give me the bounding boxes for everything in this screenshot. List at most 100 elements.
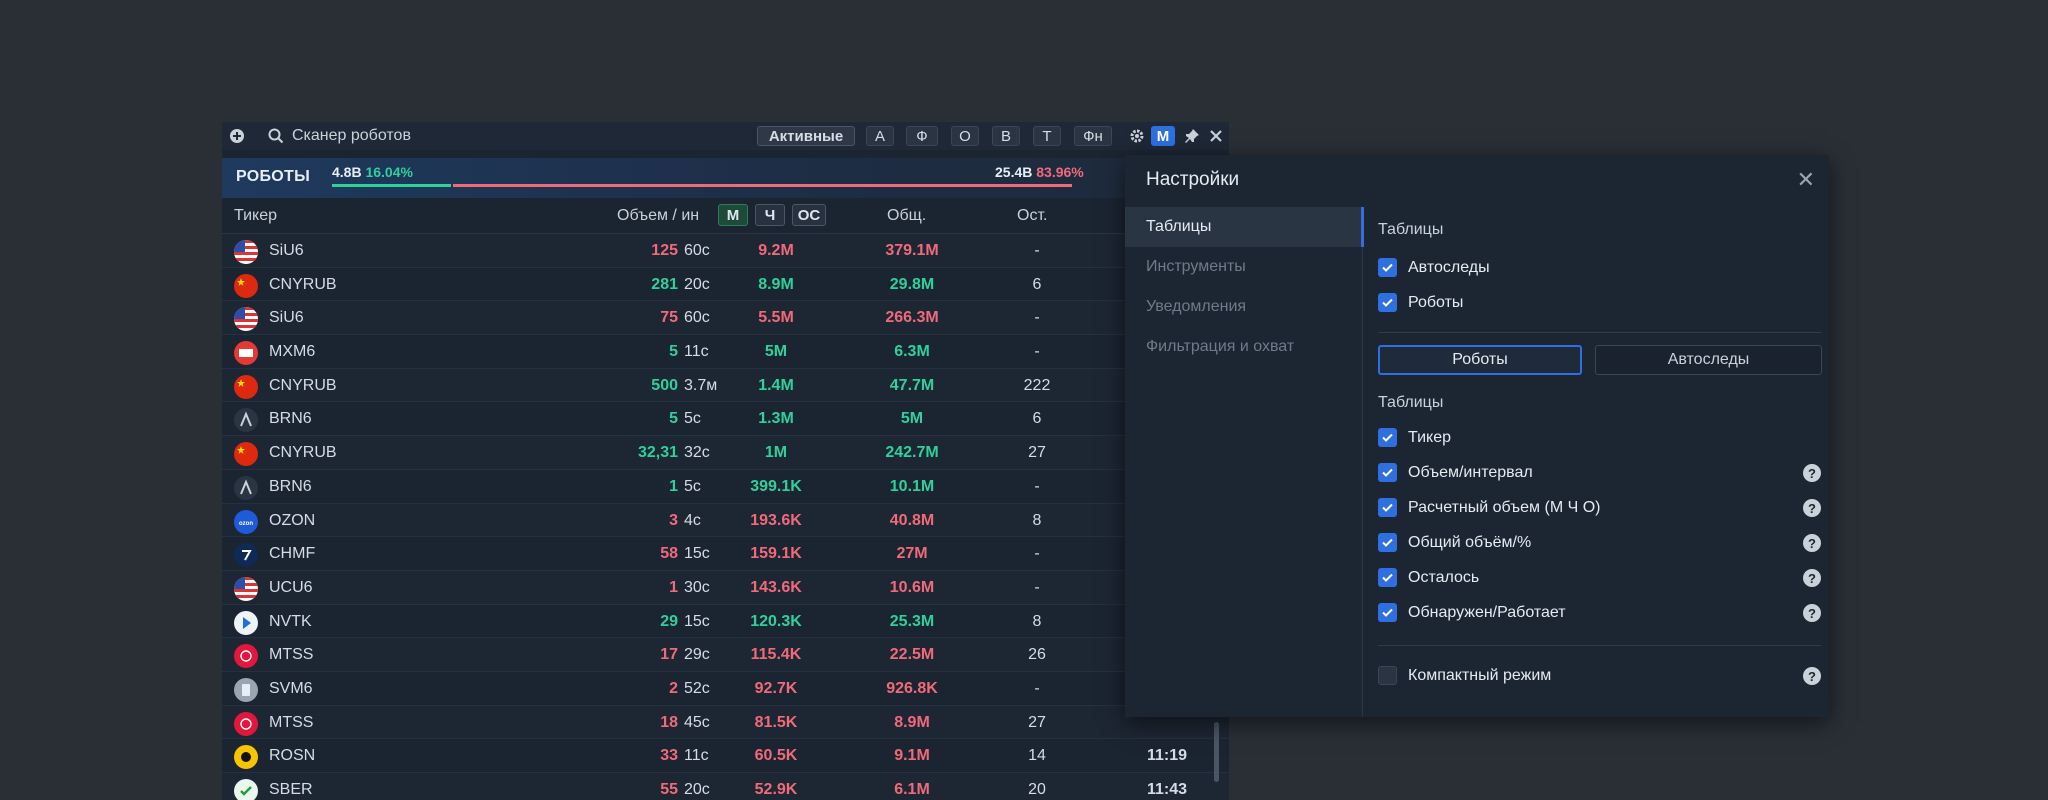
column-check[interactable]: Расчетный объем (М Ч О)?: [1378, 495, 1821, 521]
help-icon[interactable]: ?: [1803, 604, 1821, 622]
total-volume-cell: 6.1M: [894, 781, 930, 798]
header-h-button[interactable]: Ч: [755, 204, 785, 226]
help-icon[interactable]: ?: [1803, 667, 1821, 685]
column-check[interactable]: Общий объём/%?: [1378, 530, 1821, 556]
table-row[interactable]: CNYRUB 32,31 32с 1M 242.7M 27: [222, 436, 1229, 470]
checkbox-unchecked-icon[interactable]: [1378, 666, 1397, 685]
search-icon[interactable]: [268, 128, 284, 144]
rest-cell: -: [1034, 679, 1040, 697]
calc-volume-cell: 5.5M: [758, 309, 794, 327]
table-row[interactable]: CNYRUB 500 3.7м 1.4M 47.7M 222: [222, 368, 1229, 403]
header-ticker[interactable]: Тикер: [234, 207, 277, 224]
divider: [1378, 645, 1821, 646]
ticker-cell: MTSS: [269, 713, 314, 731]
table-row[interactable]: SiU6 125 60с 9.2M 379.1M -: [222, 234, 1229, 268]
add-icon[interactable]: [229, 128, 245, 144]
sb-flag-icon: [234, 779, 258, 800]
nav-tables[interactable]: Таблицы: [1125, 207, 1364, 247]
filter-t-button[interactable]: Т: [1033, 126, 1061, 146]
segment-robots[interactable]: Роботы: [1378, 345, 1582, 375]
header-rest[interactable]: Ост.: [1017, 207, 1048, 224]
table-row[interactable]: BRN6 5 5с 1.3M 5M 6: [222, 402, 1229, 437]
help-icon[interactable]: ?: [1803, 499, 1821, 517]
table-row[interactable]: ozon OZON 3 4с 193.6K 40.8M 8: [222, 503, 1229, 538]
checkbox-checked-icon[interactable]: [1378, 293, 1397, 312]
checkbox-checked-icon[interactable]: [1378, 568, 1397, 587]
close-icon[interactable]: [1208, 128, 1224, 144]
active-filter-button[interactable]: Активные: [757, 126, 855, 146]
column-check[interactable]: Осталось?: [1378, 565, 1821, 591]
header-m-button[interactable]: М: [718, 204, 748, 226]
filter-f-button[interactable]: Ф: [906, 126, 938, 146]
table-row[interactable]: CNYRUB 281 20с 8.9M 29.8M 6: [222, 268, 1229, 302]
filter-a-button[interactable]: А: [866, 126, 894, 146]
interval-cell: 4с: [684, 511, 701, 529]
interval-cell: 11с: [684, 747, 709, 765]
column-check-label: Расчетный объем (М Ч О): [1408, 499, 1601, 516]
filter-o-button[interactable]: О: [951, 126, 979, 146]
table-row[interactable]: SBER 55 20с 52.9K 6.1M 20 11:43: [222, 773, 1229, 800]
checkbox-checked-icon[interactable]: [1378, 258, 1397, 277]
table-row[interactable]: ROSN 33 11с 60.5K 9.1M 14 11:19: [222, 739, 1229, 773]
total-volume-cell: 40.8M: [889, 511, 935, 529]
time-cell: 11:43: [1146, 781, 1188, 798]
settings-close-icon[interactable]: ✕: [1796, 167, 1815, 192]
rest-cell: 6: [1032, 410, 1042, 428]
rest-cell: 8: [1032, 612, 1042, 630]
check-robots-label: Роботы: [1408, 294, 1464, 311]
table-row[interactable]: MXM6 5 11с 5M 6.3M -: [222, 335, 1229, 369]
checkbox-checked-icon[interactable]: [1378, 428, 1397, 447]
rest-cell: -: [1034, 343, 1040, 361]
calc-volume-cell: 60.5K: [754, 747, 798, 765]
table-row[interactable]: MTSS 17 29с 115.4K 22.5M 26: [222, 638, 1229, 672]
column-check[interactable]: Обнаружен/Работает?: [1378, 600, 1821, 626]
scrollbar[interactable]: [1214, 722, 1219, 782]
interval-cell: 32с: [684, 444, 710, 462]
column-check-label: Общий объём/%: [1408, 534, 1532, 551]
check-robots[interactable]: Роботы: [1378, 290, 1821, 316]
mode-m-button[interactable]: М: [1151, 126, 1175, 146]
help-icon[interactable]: ?: [1803, 464, 1821, 482]
filter-fn-button[interactable]: Фн: [1074, 126, 1112, 146]
nav-notifications[interactable]: Уведомления: [1125, 287, 1362, 327]
column-check[interactable]: Тикер: [1378, 425, 1821, 451]
checkbox-checked-icon[interactable]: [1378, 463, 1397, 482]
table-header: Тикер Объем / ин М Ч ОС Общ. Ост.: [222, 198, 1229, 234]
nav-filtering[interactable]: Фильтрация и охват: [1125, 327, 1362, 367]
help-icon[interactable]: ?: [1803, 534, 1821, 552]
header-volume[interactable]: Объем / ин: [617, 207, 700, 224]
table-row[interactable]: NVTK 29 15с 120.3K 25.3M 8: [222, 605, 1229, 639]
svg-text:ozon: ozon: [239, 521, 253, 527]
table-row[interactable]: UCU6 1 30с 143.6K 10.6M -: [222, 570, 1229, 605]
oz-flag-icon: ozon: [234, 509, 258, 534]
rest-cell: 6: [1032, 275, 1042, 293]
checkbox-checked-icon[interactable]: [1378, 603, 1397, 622]
checkbox-checked-icon[interactable]: [1378, 533, 1397, 552]
gear-icon[interactable]: [1129, 128, 1145, 144]
filter-v-button[interactable]: В: [992, 126, 1020, 146]
count-cell: 55: [660, 781, 678, 798]
segment-autosledy[interactable]: Автоследы: [1595, 345, 1822, 375]
count-cell: 500: [651, 376, 678, 394]
table-row[interactable]: MTSS 18 45с 81.5K 8.9M 27: [222, 705, 1229, 740]
total-volume-cell: 926.8K: [886, 679, 938, 697]
table-row[interactable]: BRN6 1 5с 399.1K 10.1M -: [222, 470, 1229, 504]
pin-icon[interactable]: [1184, 128, 1200, 144]
header-total[interactable]: Общ.: [887, 207, 927, 224]
checkbox-checked-icon[interactable]: [1378, 498, 1397, 517]
check-compact[interactable]: Компактный режим ?: [1378, 663, 1821, 689]
settings-panel: Настройки ✕ Таблицы Инструменты Уведомле…: [1125, 155, 1829, 717]
ticker-cell: SiU6: [269, 242, 304, 259]
header-os-button[interactable]: ОС: [792, 204, 826, 226]
table-row[interactable]: SiU6 75 60с 5.5M 266.3M -: [222, 301, 1229, 336]
help-icon[interactable]: ?: [1803, 569, 1821, 587]
total-volume-cell: 9.1M: [894, 747, 930, 765]
column-check[interactable]: Объем/интервал?: [1378, 460, 1821, 486]
table-row[interactable]: SVM6 2 52с 92.7K 926.8K -: [222, 672, 1229, 706]
interval-cell: 20с: [684, 781, 710, 798]
nav-instruments[interactable]: Инструменты: [1125, 247, 1362, 287]
table-row[interactable]: CHMF 58 15с 159.1K 27M -: [222, 537, 1229, 571]
total-volume-cell: 266.3M: [885, 309, 939, 327]
ticker-cell: SVM6: [269, 679, 313, 697]
check-autosledy[interactable]: Автоследы: [1378, 255, 1821, 281]
